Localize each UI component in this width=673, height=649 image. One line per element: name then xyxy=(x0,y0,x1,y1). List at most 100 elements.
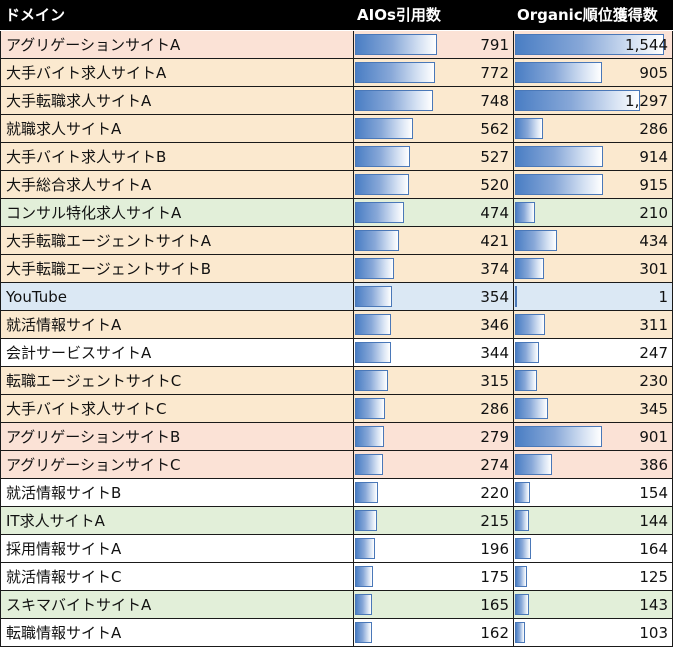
aios-value: 279 xyxy=(480,428,509,446)
domain-label: 就活情報サイトB xyxy=(6,484,122,502)
domain-cell: アグリゲーションサイトA xyxy=(0,31,354,59)
aios-bar xyxy=(355,510,377,531)
organic-value: 125 xyxy=(639,568,668,586)
domain-label: 大手転職エージェントサイトA xyxy=(6,232,211,250)
aios-cell: 354 xyxy=(354,283,514,311)
aios-value: 520 xyxy=(480,176,509,194)
header-domain: ドメイン xyxy=(5,6,66,24)
aios-bar xyxy=(355,34,437,55)
domain-label: 大手転職求人サイトA xyxy=(6,92,152,110)
organic-cell: 1,544 xyxy=(514,31,673,59)
aios-value: 196 xyxy=(480,540,509,558)
domain-label: YouTube xyxy=(6,288,67,306)
table-row: 採用情報サイトA 196 164 xyxy=(0,535,673,563)
organic-value: 386 xyxy=(639,456,668,474)
organic-cell: 103 xyxy=(514,619,673,647)
organic-value: 143 xyxy=(639,596,668,614)
organic-bar xyxy=(515,426,602,447)
table-row: スキマバイトサイトA 165 143 xyxy=(0,591,673,619)
aios-value: 374 xyxy=(480,260,509,278)
aios-value: 562 xyxy=(480,120,509,138)
organic-value: 311 xyxy=(639,316,668,334)
organic-cell: 311 xyxy=(514,311,673,339)
domain-label: 大手バイト求人サイトC xyxy=(6,400,167,418)
domain-label: 大手転職エージェントサイトB xyxy=(6,260,211,278)
table-row: 大手バイト求人サイトA 772 905 xyxy=(0,59,673,87)
organic-value: 103 xyxy=(639,624,668,642)
organic-value: 905 xyxy=(639,64,668,82)
organic-bar xyxy=(515,342,539,363)
aios-cell: 346 xyxy=(354,311,514,339)
domain-label: アグリゲーションサイトC xyxy=(6,456,181,474)
domain-cell: YouTube xyxy=(0,283,354,311)
aios-bar xyxy=(355,62,435,83)
aios-bar xyxy=(355,230,399,251)
header-aios: AIOs引用数 xyxy=(357,6,441,24)
table-row: 大手転職求人サイトA 748 1,297 xyxy=(0,87,673,115)
domain-cell: 就活情報サイトA xyxy=(0,311,354,339)
organic-bar xyxy=(515,370,537,391)
organic-value: 286 xyxy=(639,120,668,138)
organic-bar xyxy=(515,146,603,167)
organic-value: 210 xyxy=(639,204,668,222)
table-row: 大手転職エージェントサイトB 374 301 xyxy=(0,255,673,283)
domain-cell: スキマバイトサイトA xyxy=(0,591,354,619)
table-row: コンサル特化求人サイトA 474 210 xyxy=(0,199,673,227)
domain-label: 大手バイト求人サイトB xyxy=(6,148,167,166)
table-row: 就活情報サイトC 175 125 xyxy=(0,563,673,591)
domain-label: 転職情報サイトA xyxy=(6,624,122,642)
aios-cell: 474 xyxy=(354,199,514,227)
organic-cell: 230 xyxy=(514,367,673,395)
organic-cell: 144 xyxy=(514,507,673,535)
aios-cell: 279 xyxy=(354,423,514,451)
domain-cell: 大手総合求人サイトA xyxy=(0,171,354,199)
domain-cell: 就活情報サイトB xyxy=(0,479,354,507)
aios-cell: 791 xyxy=(354,31,514,59)
domain-label: コンサル特化求人サイトA xyxy=(6,204,182,222)
aios-value: 220 xyxy=(480,484,509,502)
domain-label: 大手バイト求人サイトA xyxy=(6,64,167,82)
aios-cell: 562 xyxy=(354,115,514,143)
organic-bar xyxy=(515,202,535,223)
organic-bar xyxy=(515,34,664,55)
organic-cell: 1,297 xyxy=(514,87,673,115)
aios-cell: 527 xyxy=(354,143,514,171)
aios-bar xyxy=(355,118,413,139)
aios-bar xyxy=(355,342,391,363)
organic-cell: 901 xyxy=(514,423,673,451)
aios-bar xyxy=(355,398,385,419)
aios-value: 527 xyxy=(480,148,509,166)
organic-value: 914 xyxy=(639,148,668,166)
organic-bar xyxy=(515,482,530,503)
organic-bar xyxy=(515,230,557,251)
organic-bar xyxy=(515,118,543,139)
aios-cell: 772 xyxy=(354,59,514,87)
domain-cell: 大手転職エージェントサイトB xyxy=(0,255,354,283)
organic-bar xyxy=(515,286,517,307)
table-row: アグリゲーションサイトB 279 901 xyxy=(0,423,673,451)
domain-cell: 大手バイト求人サイトA xyxy=(0,59,354,87)
domain-cell: 転職情報サイトA xyxy=(0,619,354,647)
organic-cell: 125 xyxy=(514,563,673,591)
domain-label: 採用情報サイトA xyxy=(6,540,122,558)
aios-bar xyxy=(355,174,409,195)
aios-cell: 220 xyxy=(354,479,514,507)
organic-cell: 301 xyxy=(514,255,673,283)
aios-cell: 520 xyxy=(354,171,514,199)
aios-cell: 421 xyxy=(354,227,514,255)
table-row: アグリゲーションサイトA 791 1,544 xyxy=(0,31,673,59)
aios-cell: 165 xyxy=(354,591,514,619)
organic-value: 230 xyxy=(639,372,668,390)
aios-cell: 175 xyxy=(354,563,514,591)
organic-bar xyxy=(515,398,548,419)
aios-value: 165 xyxy=(480,596,509,614)
domain-cell: 就活情報サイトC xyxy=(0,563,354,591)
organic-value: 164 xyxy=(639,540,668,558)
organic-value: 345 xyxy=(639,400,668,418)
aios-bar xyxy=(355,258,394,279)
aios-cell: 196 xyxy=(354,535,514,563)
aios-value: 315 xyxy=(480,372,509,390)
aios-value: 175 xyxy=(480,568,509,586)
domain-label: 大手総合求人サイトA xyxy=(6,176,152,194)
table-row: 転職エージェントサイトC 315 230 xyxy=(0,367,673,395)
